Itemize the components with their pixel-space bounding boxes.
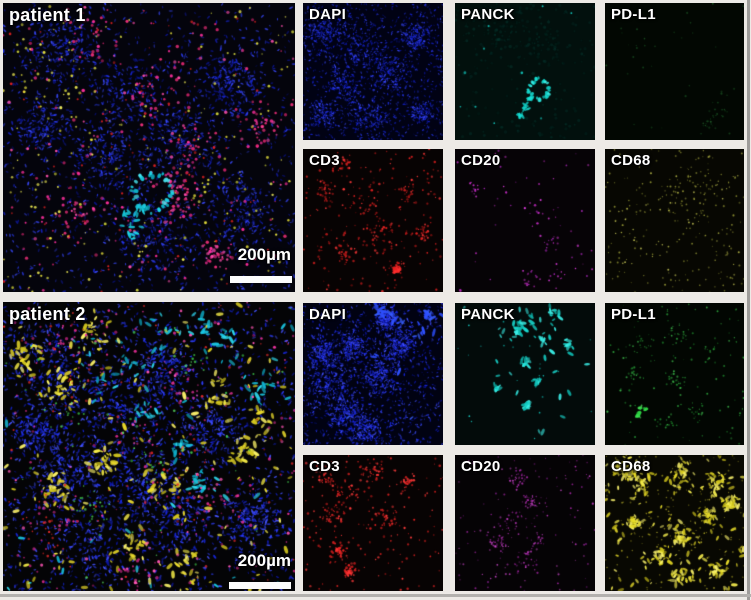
merged-micrograph-canvas [3, 3, 295, 292]
channel-label: DAPI [309, 6, 347, 23]
channel-panel-cd3-patient-1: CD3 [303, 149, 443, 292]
scale-bar-label: 200µm [237, 245, 291, 264]
scale-bar [230, 276, 292, 283]
merged-micrograph-canvas [3, 302, 295, 591]
channel-label: PD-L1 [611, 306, 656, 323]
scale-bar-label: 200µm [237, 551, 291, 570]
micrograph-canvas [605, 303, 744, 445]
channel-label: CD3 [309, 152, 340, 169]
channel-label: PD-L1 [611, 6, 656, 23]
channel-label: PANCK [461, 6, 515, 23]
bottom-frame-edge [0, 594, 751, 597]
merged-micrograph-patient-2: patient 2 200µm [3, 302, 295, 591]
channel-label: CD20 [461, 458, 501, 475]
channel-panel-pdl1-patient-2: PD-L1 [605, 303, 744, 445]
channel-panel-cd20-patient-1: CD20 [455, 149, 595, 292]
patient-label: patient 2 [9, 304, 86, 324]
right-frame-edge [747, 0, 750, 600]
channel-panel-cd20-patient-2: CD20 [455, 455, 595, 591]
merged-micrograph-patient-1: patient 1 200µm [3, 3, 295, 292]
channel-label: CD20 [461, 152, 501, 169]
channel-panel-panck-patient-2: PANCK [455, 303, 595, 445]
channel-panel-cd68-patient-2: CD68 [605, 455, 744, 591]
micrograph-canvas [455, 3, 595, 140]
micrograph-canvas [303, 3, 443, 140]
scale-bar [229, 582, 291, 589]
micrograph-canvas [455, 303, 595, 445]
channel-panel-pdl1-patient-1: PD-L1 [605, 3, 744, 140]
channel-panel-dapi-patient-2: DAPI [303, 303, 443, 445]
channel-label: DAPI [309, 306, 347, 323]
channel-panel-cd3-patient-2: CD3 [303, 455, 443, 591]
channel-label: PANCK [461, 306, 515, 323]
channel-panel-panck-patient-1: PANCK [455, 3, 595, 140]
channel-label: CD3 [309, 458, 340, 475]
micrograph-canvas [605, 455, 744, 591]
micrograph-canvas [303, 455, 443, 591]
patient-label: patient 1 [9, 5, 86, 25]
channel-panel-cd68-patient-1: CD68 [605, 149, 744, 292]
micrograph-canvas [303, 303, 443, 445]
micrograph-canvas [605, 149, 744, 292]
micrograph-canvas [303, 149, 443, 292]
channel-panel-dapi-patient-1: DAPI [303, 3, 443, 140]
micrograph-canvas [605, 3, 744, 140]
channel-label: CD68 [611, 152, 651, 169]
micrograph-canvas [455, 455, 595, 591]
micrograph-canvas [455, 149, 595, 292]
channel-label: CD68 [611, 458, 651, 475]
